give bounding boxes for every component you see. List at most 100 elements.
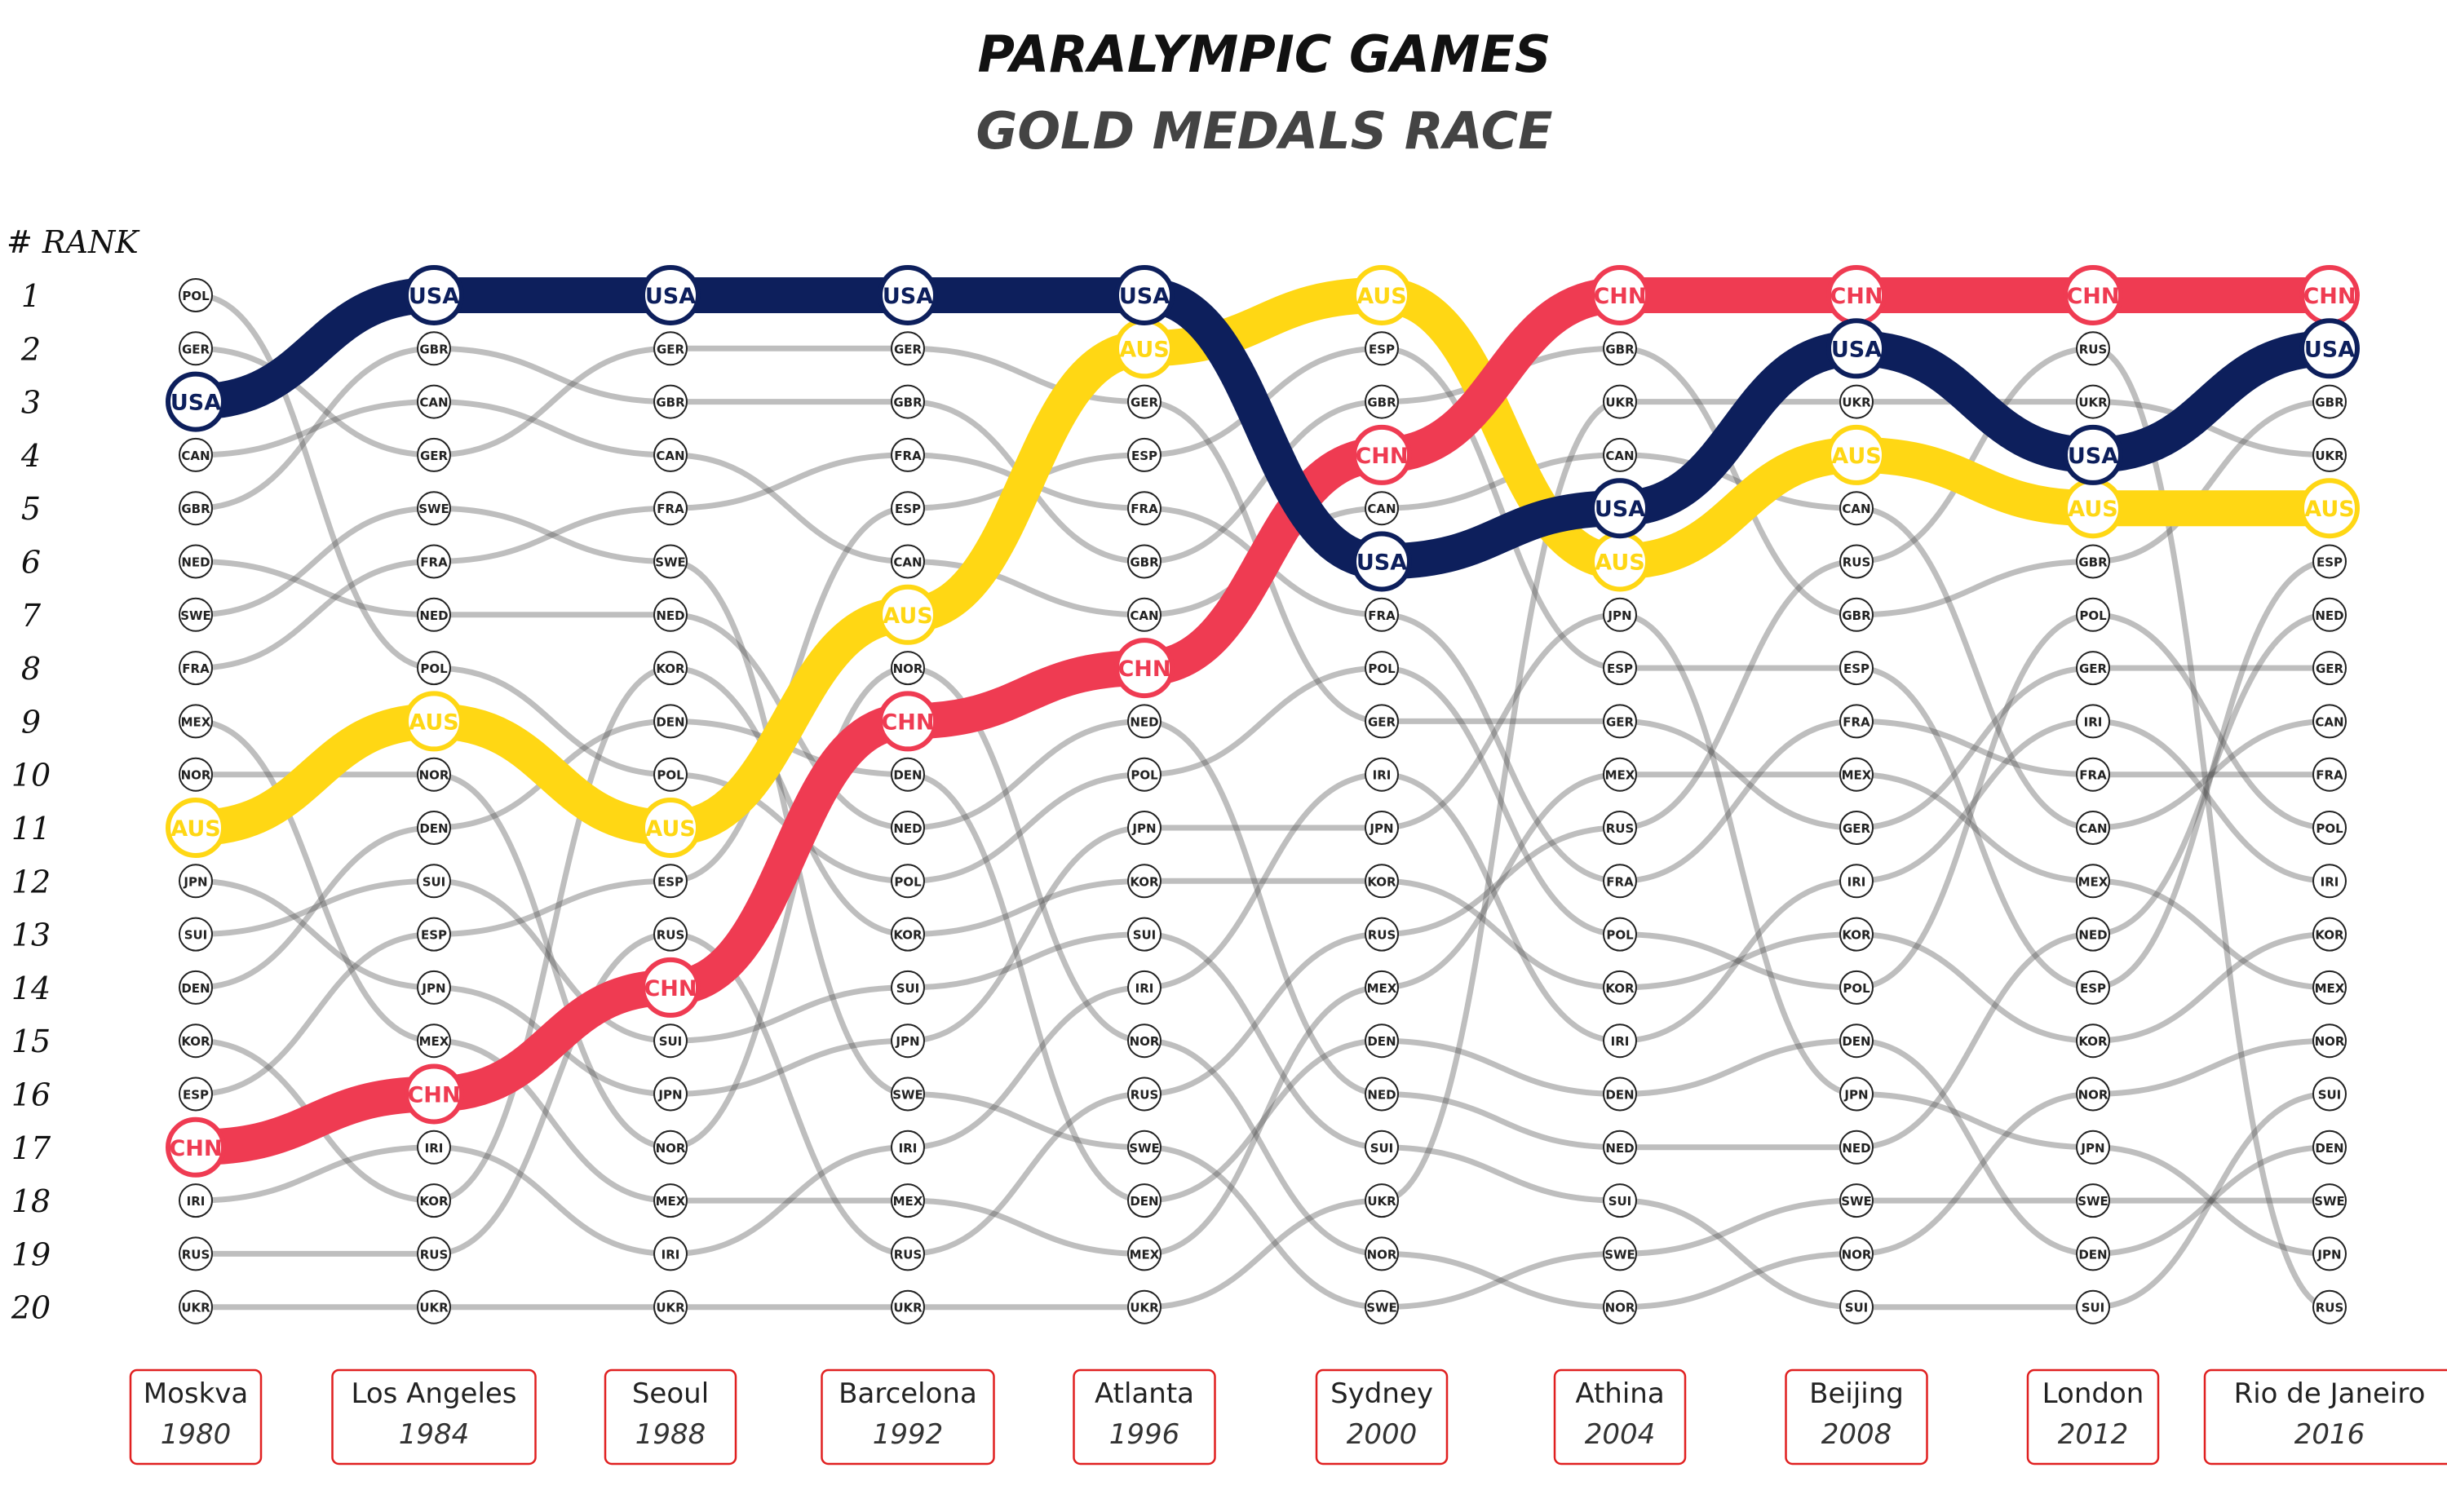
node-gbr-1984: [417, 331, 451, 366]
node-label: IRI: [2084, 714, 2103, 729]
node-label: CAN: [1605, 449, 1634, 463]
node-usa-1996: [1114, 265, 1175, 325]
node-pol-1980: [179, 278, 213, 312]
node-label: NOR: [1605, 1301, 1635, 1315]
node-label: AUS: [645, 816, 695, 842]
host-city-label: Athina: [1575, 1377, 1664, 1410]
node-label: NED: [1842, 1141, 1870, 1156]
node-label: KOR: [2315, 928, 2344, 943]
node-label: RUS: [657, 928, 685, 943]
node-swe-1980: [179, 597, 213, 632]
node-label: IRI: [662, 1247, 680, 1262]
node-esp-1988: [653, 864, 688, 899]
node-label: IRI: [1611, 1034, 1630, 1049]
node-usa-2004: [1590, 478, 1650, 539]
node-nor-1984: [417, 757, 451, 792]
node-label: IRI: [1847, 874, 1866, 889]
rank-tick-label: 15: [11, 1023, 51, 1059]
node-label: USA: [2304, 337, 2355, 362]
node-can-2016: [2312, 704, 2347, 739]
node-can-1992: [891, 544, 925, 579]
node-label: NED: [181, 555, 210, 570]
node-aus-1984: [404, 691, 464, 752]
node-fra-2016: [2312, 757, 2347, 792]
node-label: CAN: [2078, 821, 2107, 836]
node-rus-1980: [179, 1236, 213, 1271]
node-kor-2000: [1365, 864, 1399, 899]
node-label: IRI: [2321, 874, 2339, 889]
node-swe-1984: [417, 491, 451, 526]
node-gbr-1992: [891, 384, 925, 419]
node-label: USA: [1119, 284, 1170, 309]
node-label: GER: [657, 342, 685, 356]
node-fra-2000: [1365, 597, 1399, 632]
node-label: DEN: [1842, 1034, 1870, 1049]
node-swe-2000: [1365, 1289, 1399, 1324]
node-kor-1980: [179, 1023, 213, 1059]
chart-title: PARALYMPIC GAMES: [977, 24, 1551, 84]
node-label: NED: [1130, 714, 1158, 729]
node-aus-1992: [878, 584, 938, 645]
line-ned: [192, 559, 2333, 1151]
node-label: ESP: [1131, 449, 1157, 463]
node-esp-2008: [1839, 651, 1874, 686]
node-esp-2004: [1603, 651, 1637, 686]
host-year-label: 2008: [1821, 1418, 1892, 1451]
node-den-2016: [2312, 1130, 2347, 1165]
host-city-label: Seoul: [632, 1377, 709, 1410]
node-label: AUS: [1595, 550, 1644, 576]
node-label: MEX: [1367, 981, 1397, 996]
node-esp-1984: [417, 917, 451, 952]
node-ned-2000: [1365, 1077, 1399, 1112]
node-chn-2000: [1352, 424, 1412, 485]
host-year-label: 2004: [1585, 1418, 1656, 1451]
node-pol-2016: [2312, 811, 2347, 845]
node-ger-2012: [2076, 651, 2110, 686]
node-label: SWE: [1841, 1194, 1872, 1209]
host-box-1992: [821, 1368, 995, 1466]
node-ger-1980: [179, 331, 213, 366]
node-ned-2004: [1603, 1130, 1637, 1165]
node-ned-1996: [1127, 704, 1162, 739]
rank-tick-label: 1: [21, 278, 41, 314]
node-label: MEX: [419, 1034, 449, 1049]
node-jpn-1996: [1127, 811, 1162, 845]
node-aus-1980: [166, 798, 226, 858]
node-usa-1988: [640, 265, 701, 325]
host-city-label: Barcelona: [839, 1377, 977, 1410]
node-label: POL: [894, 874, 922, 889]
rank-tick-label: 19: [11, 1236, 51, 1272]
node-kor-1996: [1127, 864, 1162, 899]
node-nor-2000: [1365, 1236, 1399, 1271]
node-chn-1992: [878, 691, 938, 752]
node-label: DEN: [1605, 1088, 1634, 1103]
host-box-2008: [1785, 1368, 1928, 1466]
node-label: NOR: [181, 768, 211, 783]
highlighted-country-lines: [178, 276, 2347, 1165]
node-label: SUI: [659, 1034, 683, 1049]
line-chn: [178, 276, 2347, 1165]
host-box-2016: [2203, 1368, 2447, 1466]
node-label: MEX: [893, 1194, 923, 1209]
node-can-1988: [653, 437, 688, 472]
node-pol-1984: [417, 651, 451, 686]
node-sui-2008: [1839, 1289, 1874, 1324]
node-label: SUI: [1133, 928, 1157, 943]
node-pol-2008: [1839, 970, 1874, 1005]
node-label: RUS: [1843, 555, 1871, 570]
node-chn-2012: [2063, 265, 2123, 325]
host-city-label: Rio de Janeiro: [2234, 1377, 2426, 1410]
node-swe-1996: [1127, 1130, 1162, 1165]
node-label: GBR: [1605, 342, 1635, 356]
node-can-2000: [1365, 491, 1399, 526]
node-label: JPN: [1843, 1088, 1868, 1103]
node-label: POL: [2316, 821, 2343, 836]
node-chn-1984: [404, 1063, 464, 1125]
node-jpn-2012: [2076, 1130, 2110, 1165]
node-ger-1988: [653, 331, 688, 366]
node-label: JPN: [895, 1034, 919, 1049]
node-pol-1992: [891, 864, 925, 899]
node-swe-1992: [891, 1077, 925, 1112]
node-ger-2008: [1839, 811, 1874, 845]
node-label: JPN: [2316, 1247, 2341, 1262]
